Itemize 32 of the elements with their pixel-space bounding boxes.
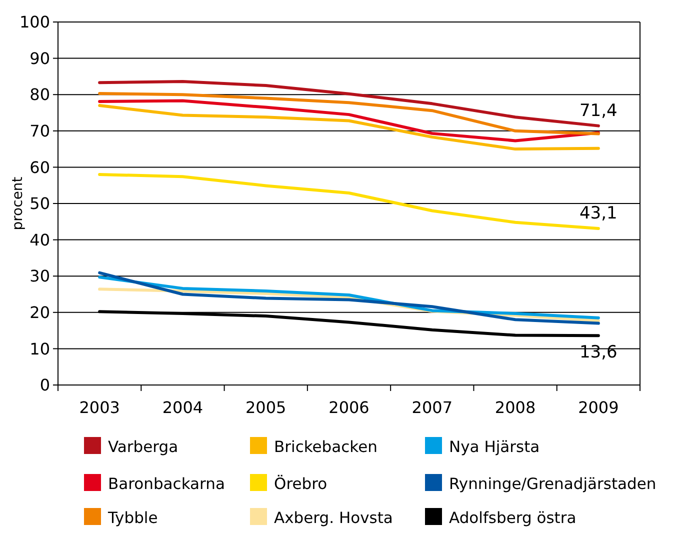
y-tick-label: 20 (30, 303, 50, 322)
y-tick-label: 50 (30, 194, 50, 214)
legend-label: Örebro (274, 474, 328, 493)
x-tick-label: 2008 (494, 398, 536, 417)
line-series (98, 271, 600, 325)
y-tick-label: 60 (30, 158, 50, 177)
y-tick-label: 30 (30, 266, 50, 286)
y-tick-label: 70 (30, 122, 50, 140)
x-tick-label: 2007 (412, 398, 452, 417)
y-tick-label: 80 (30, 85, 50, 104)
x-tick-label: 2005 (246, 398, 286, 417)
x-tick-label: 2004 (162, 398, 204, 417)
annotation: 71,4 (580, 100, 618, 121)
x-tick-label: 2006 (328, 398, 370, 417)
legend-label: Nya Hjärsta (449, 438, 540, 456)
annotation: 13,6 (580, 342, 618, 363)
legend-label: Adolfsberg östra (449, 509, 576, 527)
y-tick-label: 10 (30, 339, 50, 358)
y-tick-label: 100 (19, 12, 50, 32)
legend-label: Tybble (107, 509, 158, 527)
y-axis-title: procent (10, 176, 26, 230)
legend-label: Baronbackarna (108, 475, 225, 493)
x-tick-label: 2009 (578, 398, 619, 417)
annotation: 43,1 (580, 204, 618, 224)
y-tick-label: 90 (30, 48, 50, 68)
legend-label: Brickebacken (274, 438, 378, 456)
legend-label: Axberg. Hovsta (274, 509, 393, 527)
x-tick-label: 2003 (79, 398, 120, 417)
y-tick-label: 0 (40, 376, 50, 395)
legend-label: Rynninge/Grenadjärstaden (449, 475, 656, 493)
legend-label: Varberga (108, 438, 178, 456)
y-tick-label: 40 (30, 230, 50, 250)
